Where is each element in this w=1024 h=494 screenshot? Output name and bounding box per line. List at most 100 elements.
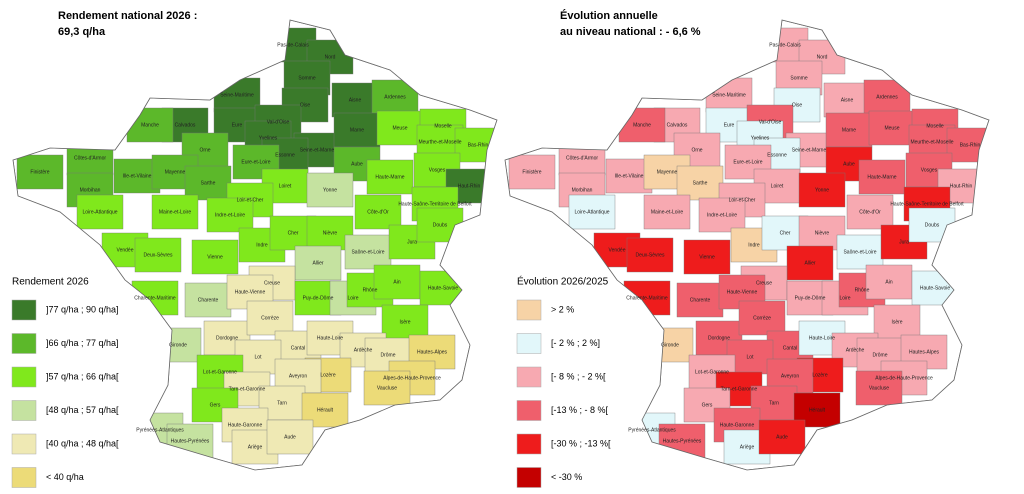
department-label: Eure-et-Loire	[733, 159, 762, 165]
department-label: Jura	[899, 239, 909, 245]
department-label: Mayenne	[657, 169, 678, 175]
department-label: Rhône	[855, 287, 870, 293]
department-label: Haute-Marne	[867, 174, 896, 180]
department	[758, 419, 806, 455]
department-label: Corrèze	[753, 315, 771, 321]
department	[865, 264, 913, 300]
legend-swatch	[11, 400, 37, 421]
legend-swatch	[516, 433, 542, 455]
department-label: Essonne	[767, 152, 787, 158]
department-label: Marne	[350, 127, 364, 133]
department-label: Aube	[843, 161, 855, 167]
department	[76, 194, 124, 230]
department	[676, 282, 724, 318]
department-label: Nièvre	[815, 230, 830, 236]
department-label: Nord	[325, 54, 336, 60]
department-label: Allier	[312, 260, 323, 266]
department-label: Cher	[780, 230, 791, 236]
department-label: Cher	[288, 230, 299, 236]
department-label: Aude	[284, 434, 296, 440]
department	[868, 110, 916, 146]
department-label: Aisne	[841, 97, 854, 103]
department	[331, 82, 379, 118]
department-label: Nord	[817, 54, 828, 60]
department-label: Loiret	[771, 183, 784, 189]
department-label: Haute-Savoie	[920, 285, 951, 291]
department-label: Haute-Saône-Territoire de Belfort	[890, 201, 964, 207]
department-label: Vienne	[699, 254, 715, 260]
department-label: Hérault	[809, 407, 826, 413]
department-label: Seine-et-Marne	[792, 147, 827, 153]
legend-label: ]77 q/ha ; 90 q/ha]	[46, 304, 119, 314]
department-label: Oise	[300, 102, 311, 108]
legend-title: Évolution 2026/2025	[517, 275, 609, 288]
department-label: Dordogne	[708, 335, 730, 341]
map	[505, 20, 989, 470]
department-label: Morbihan	[80, 187, 101, 193]
department-label: Charente	[690, 297, 711, 303]
department-label: Haute-Savoie	[428, 285, 459, 291]
department-label: Loire-Atlantique	[574, 209, 609, 215]
legend-swatch	[516, 333, 542, 354]
department-label: Nièvre	[323, 230, 338, 236]
department-label: Lot-et-Garonne	[695, 369, 729, 375]
department-label: Deux-Sèvres	[636, 252, 665, 258]
legend-label: [40 q/ha ; 48 q/ha[	[46, 438, 119, 448]
department-label: Lot	[747, 354, 755, 360]
department-label: Yonne	[323, 187, 337, 193]
department-label: Haute-Garonne	[720, 422, 755, 428]
department-label: Yonne	[815, 187, 829, 193]
legend-swatch	[11, 467, 37, 488]
department-label: Haut-Rhin	[950, 183, 973, 189]
legend-swatch	[11, 433, 37, 455]
department-label: Vaucluse	[377, 385, 397, 391]
department-label: Puy-de-Dôme	[303, 295, 334, 301]
department-label: Haute-Loire	[809, 335, 835, 341]
department	[191, 239, 239, 275]
department-label: Meurthe-et-Moselle	[418, 139, 461, 145]
department-label: Essonne	[275, 152, 295, 158]
department-label: Manche	[633, 122, 651, 128]
department-label: Moselle	[434, 123, 451, 129]
department	[306, 172, 354, 208]
department-label: Charente-Maritime	[134, 295, 176, 301]
department-label: Seine-Maritime	[220, 92, 254, 98]
legend-label: [48 q/ha ; 57 q/ha[	[46, 405, 119, 415]
legend-label: ]66 q/ha ; 77 q/ha]	[46, 338, 119, 348]
department	[846, 194, 894, 230]
department-label: Lozère	[320, 372, 336, 378]
department-label: Eure	[232, 122, 243, 128]
map	[13, 20, 497, 470]
department-label: Ariège	[248, 444, 263, 450]
department-label: Mayenne	[165, 169, 186, 175]
department-label: Hautes-Alpes	[417, 349, 448, 355]
department-label: Meuse	[884, 125, 899, 131]
department-label: Ille-et-Vilaine	[123, 173, 152, 179]
legend-label: [- 2 % ; 2 %]	[551, 338, 600, 348]
department-label: Vaucluse	[869, 385, 889, 391]
department	[643, 194, 691, 230]
department-label: Vendée	[609, 247, 626, 253]
department-label: Puy-de-Dôme	[795, 295, 826, 301]
department-label: Saône-et-Loire	[351, 249, 384, 255]
department-label: Meurthe-et-Moselle	[910, 139, 953, 145]
department-label: Gironde	[169, 342, 187, 348]
legend-title: Rendement 2026	[12, 277, 89, 288]
department	[825, 112, 873, 148]
department-label: Ille-et-Vilaine	[615, 173, 644, 179]
department-label: Somme	[298, 75, 315, 81]
department-label: Finistère	[522, 169, 541, 175]
map-title: au niveau national : - 6,6 %	[560, 26, 701, 38]
legend-label: < -30 %	[551, 472, 582, 482]
department	[246, 300, 294, 336]
legend-label: > 2 %	[551, 304, 574, 314]
department	[16, 154, 64, 190]
map-title: Évolution annuelle	[560, 9, 658, 22]
department-label: Sarthe	[201, 180, 216, 186]
department-label: Haute-Vienne	[727, 289, 758, 295]
department-label: Deux-Sèvres	[144, 252, 173, 258]
department-label: Aisne	[349, 97, 362, 103]
department	[798, 172, 846, 208]
department-label: Tarn-et-Garonne	[721, 386, 758, 392]
department-label: Saône-et-Loire	[843, 249, 876, 255]
